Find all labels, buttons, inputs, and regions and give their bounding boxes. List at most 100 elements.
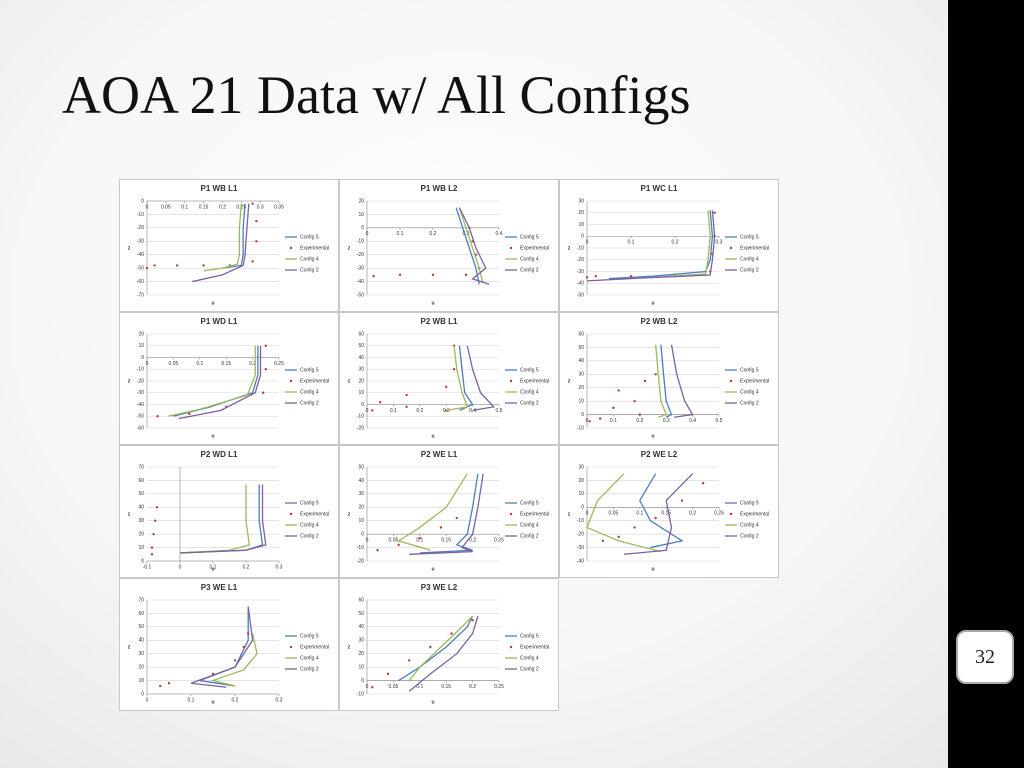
x-tick-label: 0.3: [716, 240, 723, 246]
chart-title: P1 WD L1: [201, 317, 238, 326]
legend-label: Config 4: [520, 655, 539, 661]
data-point: [599, 417, 602, 420]
y-tick-label: 0: [581, 505, 584, 511]
data-point: [371, 686, 374, 689]
y-tick-label: 10: [358, 664, 364, 670]
data-point: [376, 549, 379, 552]
legend-label: Config 2: [740, 533, 759, 539]
y-tick-label: 10: [358, 390, 364, 396]
data-point: [159, 684, 162, 688]
data-line: [179, 484, 267, 554]
data-point: [255, 219, 258, 223]
chart-title: P3 WE L1: [201, 583, 238, 592]
legend-label: Config 2: [520, 400, 539, 406]
y-tick-label: -40: [577, 558, 584, 564]
data-point: [371, 409, 374, 412]
x-tick-label: 0.25: [494, 537, 504, 543]
legend-label: Config 4: [740, 256, 759, 262]
data-point: [680, 499, 684, 502]
legend-label: Experimental: [740, 511, 769, 517]
x-tick-label: 0.1: [196, 361, 203, 367]
y-tick-label: -10: [577, 425, 584, 431]
legend-label: Experimental: [520, 245, 549, 251]
legend-label: Experimental: [520, 511, 549, 517]
legend-marker: [289, 379, 293, 383]
chart-title: P2 WE L1: [421, 450, 458, 459]
x-tick-label: 0.3: [276, 697, 283, 703]
chart-title: P2 WB L1: [421, 317, 458, 326]
data-line: [660, 344, 673, 418]
y-axis-label: z: [568, 378, 571, 384]
data-line: [210, 633, 258, 687]
legend-marker: [509, 645, 513, 649]
y-tick-label: 20: [138, 331, 144, 337]
chart-frame: [119, 179, 339, 312]
chart-title: P1 WB L2: [421, 184, 458, 193]
slide-title: AOA 21 Data w/ All Configs: [62, 65, 691, 125]
data-point: [154, 519, 157, 522]
y-axis-label: z: [348, 378, 351, 384]
legend-label: Config 4: [300, 389, 319, 395]
x-tick-label: 0.2: [689, 511, 696, 517]
y-tick-label: 0: [141, 355, 144, 361]
chart-title: P3 WE L2: [421, 583, 458, 592]
x-tick-label: 0.2: [219, 204, 226, 210]
y-tick-label: -10: [357, 691, 364, 697]
x-tick-label: 0.05: [389, 537, 399, 543]
data-line: [652, 210, 711, 279]
data-line: [190, 606, 254, 688]
y-tick-label: 0: [141, 198, 144, 204]
x-tick-label: 0.3: [663, 418, 670, 424]
data-point: [654, 373, 657, 376]
data-line: [408, 615, 474, 681]
data-point: [450, 632, 453, 635]
data-line: [178, 345, 262, 420]
chart-title: P2 WE L2: [641, 450, 678, 459]
y-tick-label: 60: [358, 331, 364, 337]
x-tick-label: 0.1: [610, 418, 617, 424]
y-tick-label: 10: [138, 678, 144, 684]
y-axis-label: z: [348, 644, 351, 650]
y-tick-label: -10: [357, 414, 364, 420]
legend-label: Config 4: [300, 655, 319, 661]
legend-label: Config 5: [300, 500, 319, 506]
x-tick-label: 0: [366, 231, 369, 237]
y-axis-label: z: [568, 511, 571, 517]
chart-frame: [559, 312, 779, 445]
chart-title: P1 WB L1: [201, 184, 238, 193]
data-line: [222, 203, 246, 269]
data-point: [431, 273, 435, 277]
y-tick-label: -40: [357, 279, 364, 285]
legend-marker: [509, 246, 513, 250]
data-point: [153, 264, 156, 267]
x-tick-label: 0.15: [661, 511, 671, 517]
x-tick-label: 0: [586, 240, 589, 246]
data-point: [633, 399, 636, 403]
y-tick-label: -10: [357, 545, 364, 551]
y-tick-label: 50: [358, 343, 364, 349]
y-tick-label: 30: [358, 638, 364, 644]
x-tick-label: 0.25: [714, 511, 724, 517]
y-tick-label: 0: [141, 691, 144, 697]
y-tick-label: 20: [138, 664, 144, 670]
data-point: [386, 672, 390, 676]
y-tick-label: 30: [138, 651, 144, 657]
legend-marker: [729, 379, 733, 383]
y-tick-label: 30: [358, 491, 364, 497]
x-axis-label: u: [651, 300, 654, 306]
y-tick-label: -70: [137, 292, 144, 298]
chart-frame: [339, 179, 559, 312]
legend-label: Config 2: [740, 400, 759, 406]
legend-label: Config 2: [300, 666, 319, 672]
y-tick-label: -50: [357, 292, 364, 298]
legend-label: Config 4: [300, 522, 319, 528]
y-tick-label: -10: [357, 239, 364, 245]
data-point: [585, 276, 589, 279]
legend-label: Config 4: [740, 389, 759, 395]
legend-label: Config 2: [300, 267, 319, 273]
y-tick-label: -30: [577, 269, 584, 275]
legend-label: Experimental: [300, 245, 329, 251]
chart-title: P1 WC L1: [641, 184, 678, 193]
